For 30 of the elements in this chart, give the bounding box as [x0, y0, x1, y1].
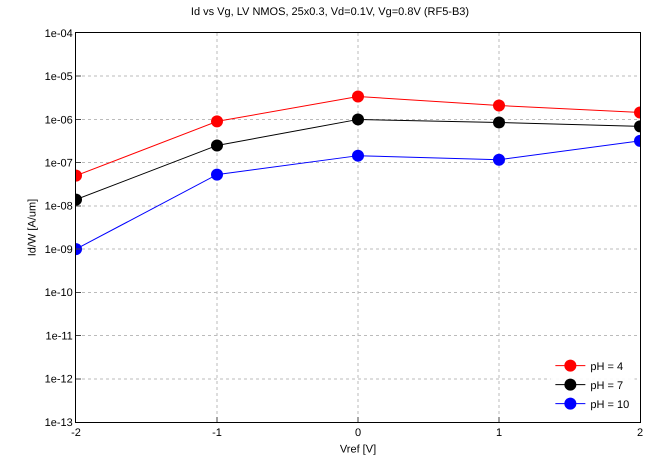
y-axis-title: Id/W [A/um]: [26, 198, 38, 256]
y-tick-label: 1e-09: [44, 244, 73, 256]
point: [211, 168, 223, 181]
y-tick-label: 1e-05: [44, 71, 73, 84]
point: [493, 154, 505, 166]
y-tick-label: 1e-12: [44, 374, 73, 386]
legend-label: pH = 4: [590, 360, 624, 373]
y-tick-label: 1e-10: [44, 287, 73, 300]
y-tick-label: 1e-13: [44, 416, 73, 429]
point: [493, 116, 505, 128]
y-tick-label: 1e-07: [44, 158, 73, 170]
y-tick-label: 1e-11: [45, 330, 73, 342]
x-tick-label: 0: [354, 427, 362, 440]
x-tick-label: 1: [496, 427, 502, 440]
point: [211, 139, 223, 152]
x-tick-label: 2: [636, 427, 644, 440]
x-tick-label: -2: [71, 427, 81, 440]
legend-label: pH = 10: [590, 398, 630, 411]
y-tick-label: 1e-08: [44, 200, 73, 213]
point: [352, 113, 364, 126]
point: [352, 150, 364, 162]
y-tick-label: 1e-04: [44, 28, 73, 40]
y-tick-label: 1e-06: [44, 114, 73, 126]
x-axis-title: Vref [V]: [340, 443, 376, 456]
legend-label: pH = 7: [590, 380, 624, 392]
x-tick-label: -1: [212, 427, 222, 440]
point: [211, 115, 223, 128]
point: [493, 100, 505, 112]
point: [352, 90, 364, 102]
chart-title: Id vs Vg, LV NMOS, 25x0.3, Vd=0.1V, Vg=0.8V (RF5-B3): [190, 6, 470, 18]
